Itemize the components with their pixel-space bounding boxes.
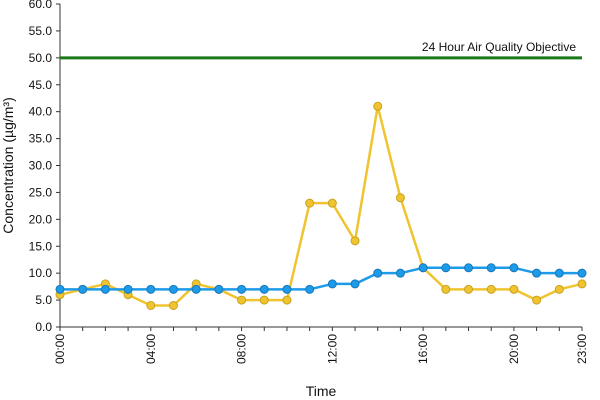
y-tick-label: 45.0: [29, 78, 53, 92]
series-2-point: [146, 284, 156, 294]
series-1-line: [59, 105, 583, 307]
series-2-point: [214, 284, 224, 294]
series-2-point: [532, 268, 542, 278]
reference-line-label: 24 Hour Air Quality Objective: [422, 40, 576, 54]
series-1-point: [282, 295, 292, 305]
series-2-point: [418, 263, 428, 273]
y-tick-label: 60.0: [29, 0, 53, 11]
series-2-point: [259, 284, 269, 294]
series-1-point: [146, 300, 156, 310]
series-2-point: [577, 268, 587, 278]
x-axis-title: Time: [306, 383, 337, 399]
y-tick-label: 40.0: [29, 105, 53, 119]
series-1-point: [373, 101, 383, 111]
series-1-point: [168, 300, 178, 310]
series-1-point: [305, 198, 315, 208]
series-2-point: [486, 263, 496, 273]
x-axis: 00:00 04:00 08:00 12:00 16:00 20:00 23:00: [53, 326, 589, 364]
series-2-point: [441, 263, 451, 273]
y-tick-label: 20.0: [29, 212, 53, 226]
series-1-point: [350, 236, 360, 246]
series-1-point: [509, 284, 519, 294]
y-tick-label: 10.0: [29, 266, 53, 280]
series-1-point: [486, 284, 496, 294]
x-tick-label: 12:00: [325, 334, 339, 364]
series-2-point: [237, 284, 247, 294]
series-2-point: [282, 284, 292, 294]
x-tick-label: 00:00: [53, 334, 67, 364]
y-tick-label: 25.0: [29, 185, 53, 199]
y-tick-label: 5.0: [35, 293, 52, 307]
x-tick-label: 04:00: [144, 334, 158, 364]
series-2-point: [373, 268, 383, 278]
series-2-point: [509, 263, 519, 273]
series-2-point: [123, 284, 133, 294]
y-tick-label: 55.0: [29, 24, 53, 38]
y-tick-label: 0.0: [35, 320, 52, 334]
x-tick-label: 23:00: [575, 334, 589, 364]
reference-line-group: 24 Hour Air Quality Objective: [60, 40, 582, 60]
series-1: [55, 101, 587, 310]
series-2-point: [191, 284, 201, 294]
series-1-point: [237, 295, 247, 305]
series-1-point: [464, 284, 474, 294]
series-1-point: [259, 295, 269, 305]
series-2-point: [100, 284, 110, 294]
series-2-point: [55, 284, 65, 294]
series-1-point: [395, 193, 405, 203]
series-1-point: [327, 198, 337, 208]
series-2: [55, 263, 587, 294]
series-2-point: [464, 263, 474, 273]
series-2-point: [78, 284, 88, 294]
series-group: [55, 101, 587, 310]
x-tick-label: 16:00: [416, 334, 430, 364]
series-2-point: [350, 279, 360, 289]
series-1-point: [554, 284, 564, 294]
y-tick-label: 30.0: [29, 159, 53, 173]
series-2-point: [554, 268, 564, 278]
y-tick-label: 50.0: [29, 51, 53, 65]
series-2-point: [327, 279, 337, 289]
series-1-point: [441, 284, 451, 294]
series-2-point: [168, 284, 178, 294]
series-2-line: [60, 266, 582, 291]
x-tick-label: 08:00: [235, 334, 249, 364]
series-2-point: [305, 284, 315, 294]
y-axis: 0.0 5.0 10.0 15.0 20.0 25.0 30.0 35.0 40.0 45.0 50…: [29, 0, 61, 334]
series-1-point: [532, 295, 542, 305]
y-tick-label: 35.0: [29, 132, 53, 146]
series-1-point: [577, 279, 587, 289]
y-tick-label: 15.0: [29, 239, 53, 253]
series-2-point: [395, 268, 405, 278]
y-axis-title: Concentration (µg/m³): [0, 97, 16, 233]
x-tick-label: 20:00: [507, 334, 521, 364]
